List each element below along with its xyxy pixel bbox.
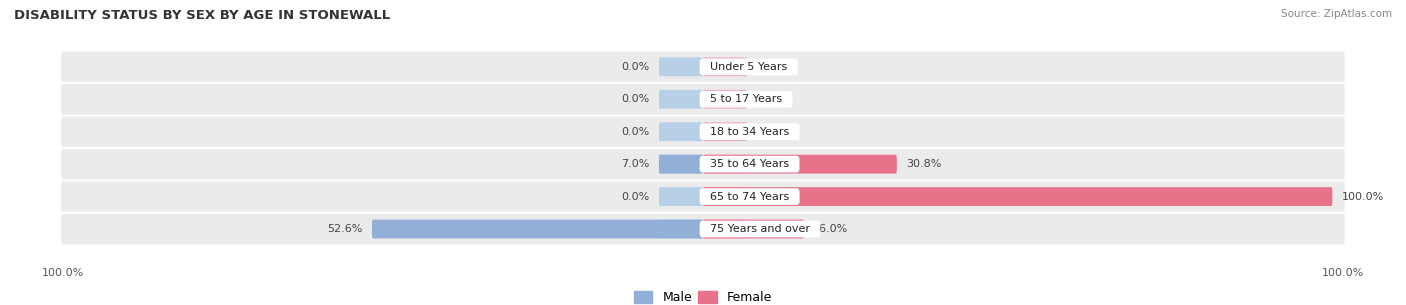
Text: 100.0%: 100.0% <box>42 268 84 278</box>
FancyBboxPatch shape <box>703 155 897 174</box>
Text: 18 to 34 Years: 18 to 34 Years <box>703 127 796 137</box>
Text: 35 to 64 Years: 35 to 64 Years <box>703 159 796 169</box>
FancyBboxPatch shape <box>659 122 703 141</box>
Text: 0.0%: 0.0% <box>756 94 785 104</box>
FancyBboxPatch shape <box>703 57 747 76</box>
FancyBboxPatch shape <box>703 187 747 206</box>
FancyBboxPatch shape <box>659 155 703 174</box>
Text: 0.0%: 0.0% <box>621 62 650 72</box>
Text: 75 Years and over: 75 Years and over <box>703 224 817 234</box>
FancyBboxPatch shape <box>703 220 747 239</box>
FancyBboxPatch shape <box>60 84 1346 114</box>
Text: 65 to 74 Years: 65 to 74 Years <box>703 192 796 202</box>
Text: 16.0%: 16.0% <box>813 224 848 234</box>
Text: 0.0%: 0.0% <box>621 94 650 104</box>
Text: 0.0%: 0.0% <box>756 62 785 72</box>
FancyBboxPatch shape <box>703 155 747 174</box>
FancyBboxPatch shape <box>703 90 747 109</box>
Text: 52.6%: 52.6% <box>328 224 363 234</box>
FancyBboxPatch shape <box>60 149 1346 179</box>
FancyBboxPatch shape <box>60 181 1346 212</box>
FancyBboxPatch shape <box>659 220 703 239</box>
Text: 100.0%: 100.0% <box>1341 192 1384 202</box>
Text: 100.0%: 100.0% <box>1322 268 1364 278</box>
Text: 30.8%: 30.8% <box>907 159 942 169</box>
Text: Under 5 Years: Under 5 Years <box>703 62 794 72</box>
FancyBboxPatch shape <box>373 220 703 239</box>
FancyBboxPatch shape <box>60 214 1346 244</box>
Legend: Male, Female: Male, Female <box>628 286 778 305</box>
Text: 7.0%: 7.0% <box>621 159 650 169</box>
FancyBboxPatch shape <box>60 117 1346 147</box>
Text: 0.0%: 0.0% <box>621 127 650 137</box>
Text: 5 to 17 Years: 5 to 17 Years <box>703 94 789 104</box>
Text: DISABILITY STATUS BY SEX BY AGE IN STONEWALL: DISABILITY STATUS BY SEX BY AGE IN STONE… <box>14 9 391 22</box>
FancyBboxPatch shape <box>703 187 1333 206</box>
FancyBboxPatch shape <box>659 155 703 174</box>
FancyBboxPatch shape <box>703 122 747 141</box>
Text: Source: ZipAtlas.com: Source: ZipAtlas.com <box>1281 9 1392 19</box>
Text: 0.0%: 0.0% <box>756 127 785 137</box>
FancyBboxPatch shape <box>659 90 703 109</box>
Text: 0.0%: 0.0% <box>621 192 650 202</box>
FancyBboxPatch shape <box>659 57 703 76</box>
FancyBboxPatch shape <box>703 220 804 239</box>
FancyBboxPatch shape <box>60 52 1346 82</box>
FancyBboxPatch shape <box>659 187 703 206</box>
